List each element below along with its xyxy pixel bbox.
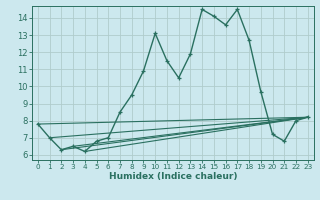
X-axis label: Humidex (Indice chaleur): Humidex (Indice chaleur) <box>108 172 237 181</box>
